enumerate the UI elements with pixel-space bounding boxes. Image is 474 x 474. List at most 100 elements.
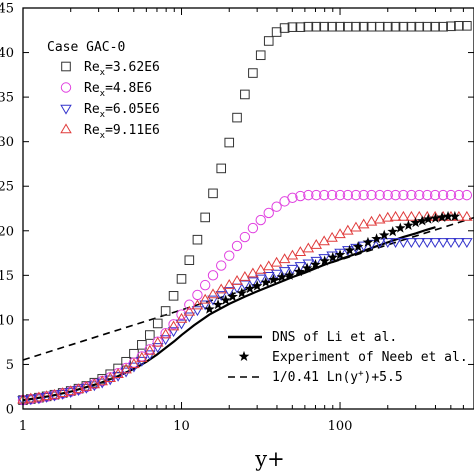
re362-point — [398, 21, 409, 32]
re605-point — [453, 238, 465, 249]
re911-point — [88, 378, 101, 389]
re48-point — [382, 189, 393, 201]
legend-label-re48: Rex=4.8E6 — [84, 81, 152, 99]
re48-point — [398, 189, 409, 201]
re911-point — [40, 390, 53, 401]
legend-bottom: DNS of Li et al. Experiment of Neeb et al… — [228, 330, 468, 385]
re362-point — [192, 234, 203, 245]
re362-point — [255, 50, 266, 61]
re911-point — [191, 299, 204, 310]
exp-point — [344, 244, 355, 255]
re911-point — [310, 238, 323, 249]
exp-point — [403, 219, 414, 230]
re362-point — [406, 21, 417, 32]
plot-frame — [22, 7, 474, 410]
exp-point — [327, 251, 339, 263]
re362-point — [232, 112, 242, 123]
re362-point — [200, 212, 210, 223]
re911-point — [231, 275, 243, 285]
exp-point — [334, 249, 346, 260]
re362-point — [287, 22, 298, 32]
re605-point — [445, 238, 457, 249]
re362-point — [263, 36, 274, 46]
re605-point — [310, 256, 323, 267]
re48-point — [199, 279, 211, 291]
re911-point — [389, 210, 402, 221]
re911-point — [461, 210, 473, 221]
exp-point — [310, 259, 321, 270]
re911-point — [128, 358, 140, 369]
re911-point — [136, 351, 148, 362]
re605-point — [159, 335, 172, 346]
re605-point — [183, 312, 196, 323]
re911-point — [326, 231, 338, 242]
series-markers — [17, 21, 473, 407]
re911-point — [286, 249, 299, 260]
x-tick-label: 10 — [173, 419, 190, 434]
re605-point — [397, 238, 410, 249]
re362-point — [303, 21, 314, 32]
re911-point — [104, 372, 116, 382]
y-tick-label: 45 — [0, 2, 14, 17]
re911-point — [334, 228, 346, 239]
re911-point — [239, 271, 251, 281]
re48-point — [437, 189, 449, 201]
re911-point — [96, 375, 108, 386]
re362-point — [184, 255, 195, 265]
re48-point — [358, 189, 369, 201]
re605-point — [318, 254, 330, 265]
y-tick-label: 35 — [0, 91, 14, 106]
re362-point — [145, 330, 155, 340]
re605-point — [373, 238, 386, 249]
x-axis-title: y+ — [254, 447, 284, 471]
re911-point — [199, 293, 211, 304]
x-tick-label: 1 — [19, 419, 27, 434]
re362-point — [446, 21, 456, 32]
re48-point — [326, 189, 338, 201]
re605-point — [120, 367, 132, 378]
re911-point — [25, 392, 37, 403]
re362-point — [160, 306, 171, 316]
re48-point — [176, 309, 187, 320]
exp-point — [416, 215, 428, 226]
x-axis-labels: 1 10 100 — [19, 419, 353, 434]
re362-point — [335, 21, 345, 32]
legend-label-re362: Rex=3.62E6 — [84, 60, 160, 78]
re362-point — [351, 21, 361, 32]
re362-point — [438, 21, 448, 32]
re911-point — [120, 363, 132, 374]
re48-point — [453, 189, 465, 201]
re911-point — [159, 328, 172, 339]
re362-point — [454, 21, 464, 31]
re362-point — [240, 89, 250, 100]
re48-point — [366, 189, 377, 201]
re48-point — [303, 189, 314, 201]
y-tick-label: 10 — [0, 313, 14, 328]
exp-point — [204, 303, 215, 314]
legend-title: Case GAC-0 — [47, 40, 125, 55]
re605-point — [413, 238, 426, 249]
re48-point — [374, 189, 385, 201]
re911-point — [167, 320, 180, 331]
re362-point — [224, 137, 235, 148]
re48-point — [429, 189, 441, 201]
re911-point — [80, 380, 93, 391]
re605-point — [247, 277, 259, 288]
exp-point — [362, 236, 374, 247]
re362-point — [137, 340, 147, 350]
re605-point — [302, 259, 315, 270]
re362-point — [374, 21, 385, 32]
exp-point — [371, 233, 382, 244]
re911-point — [381, 211, 394, 222]
re362-point — [152, 318, 163, 329]
re48-point — [334, 189, 346, 201]
re605-point — [80, 383, 93, 394]
exp-point — [394, 222, 406, 233]
re605-point — [96, 378, 108, 389]
re911-point — [373, 213, 386, 224]
re48-point — [295, 190, 306, 202]
re605-point — [112, 371, 124, 382]
x-tick-label: 100 — [328, 419, 353, 434]
re911-point — [357, 218, 370, 229]
re605-point — [286, 264, 299, 275]
